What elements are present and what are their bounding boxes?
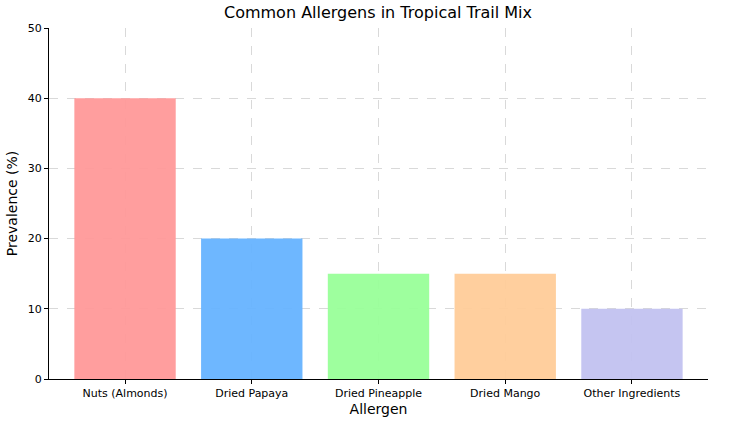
svg-text:10: 10: [28, 303, 42, 316]
svg-text:Dried Papaya: Dried Papaya: [215, 387, 288, 400]
svg-text:Dried Pineapple: Dried Pineapple: [335, 387, 422, 400]
svg-text:Nuts (Almonds): Nuts (Almonds): [83, 387, 168, 400]
svg-text:20: 20: [28, 232, 42, 245]
svg-text:30: 30: [28, 162, 42, 175]
svg-text:40: 40: [28, 92, 42, 105]
svg-text:Common Allergens in Tropical T: Common Allergens in Tropical Trail Mix: [224, 3, 532, 22]
svg-text:Other Ingredients: Other Ingredients: [584, 387, 681, 400]
svg-text:50: 50: [28, 22, 42, 35]
svg-text:Prevalence (%): Prevalence (%): [4, 151, 20, 257]
svg-text:Allergen: Allergen: [350, 401, 408, 417]
svg-text:0: 0: [35, 373, 42, 386]
svg-text:Dried Mango: Dried Mango: [470, 387, 540, 400]
